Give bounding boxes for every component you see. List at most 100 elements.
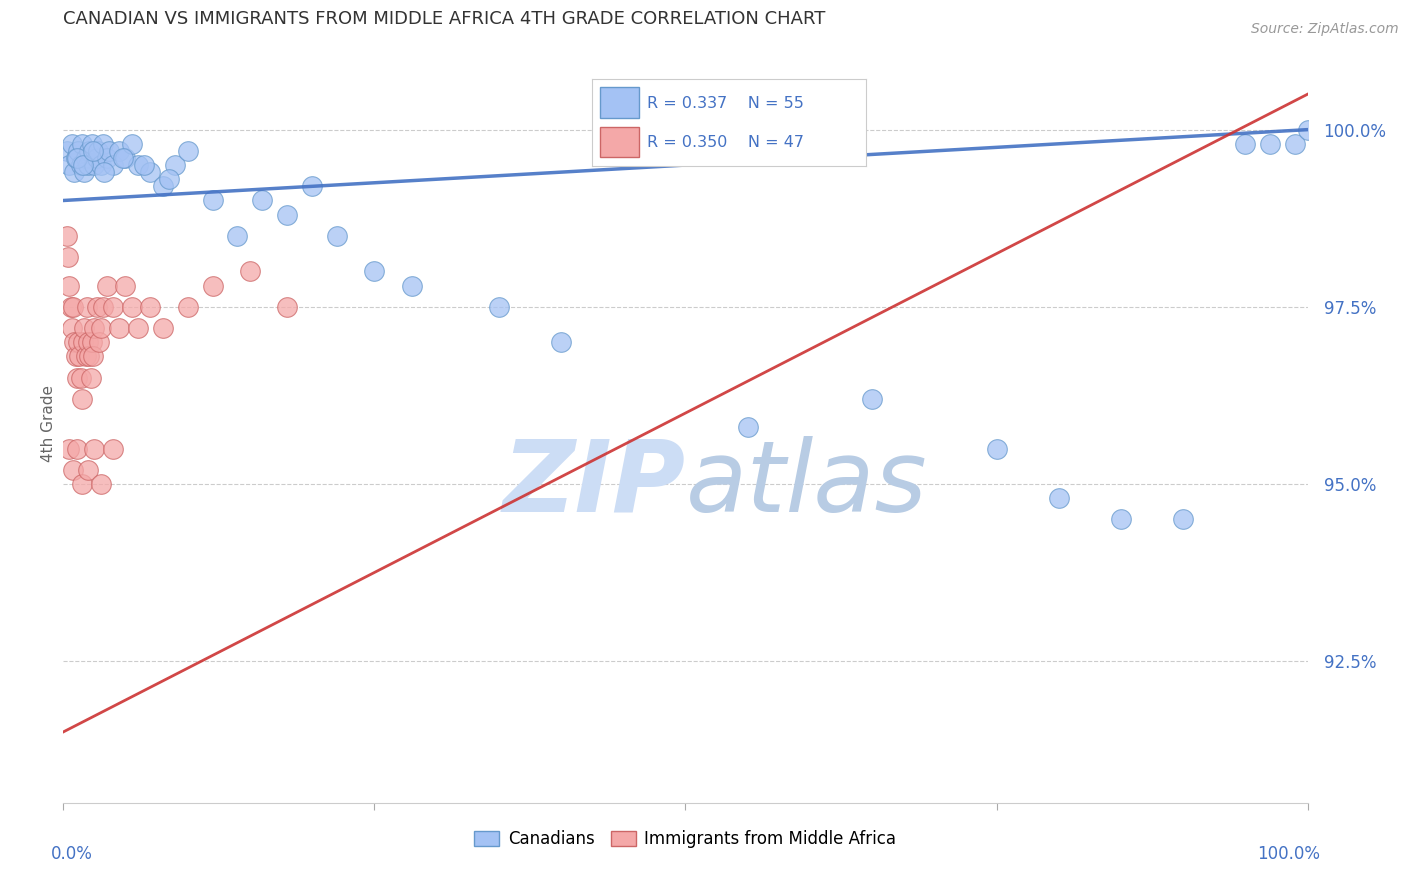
Point [83,442,105,456]
Point [77,463,100,477]
Point [152,321,174,335]
Point [66,370,89,384]
Point [86,151,108,165]
Point [326,228,349,243]
Point [60,136,83,151]
Point [73,321,96,335]
Text: Source: ZipAtlas.com: Source: ZipAtlas.com [1251,22,1399,37]
Point [87,144,110,158]
Point [363,264,385,278]
Point [89,335,111,350]
Point [1234,136,1257,151]
Point [276,208,298,222]
Point [1258,136,1281,151]
Point [134,158,156,172]
Point [60,321,83,335]
Point [139,165,162,179]
Y-axis label: 4th Grade: 4th Grade [41,385,56,462]
Text: 0.0%: 0.0% [51,845,93,863]
Point [1296,122,1319,136]
Point [860,392,883,406]
Point [737,420,759,434]
Point [276,300,298,314]
Point [98,144,121,158]
Point [1173,512,1195,526]
Point [157,172,180,186]
Point [91,300,114,314]
Point [75,151,97,165]
Point [67,144,90,158]
Point [401,278,423,293]
Point [127,158,149,172]
Point [108,321,131,335]
Point [80,136,103,151]
Point [56,228,79,243]
Point [201,194,224,208]
Point [177,300,200,314]
Point [96,278,118,293]
Point [82,144,104,158]
Point [90,477,112,491]
Point [63,165,86,179]
Point [58,250,80,264]
Point [70,136,93,151]
Point [121,300,143,314]
Point [66,151,89,165]
Point [93,165,115,179]
Point [986,442,1008,456]
Point [111,151,134,165]
Point [79,370,101,384]
Point [1284,136,1306,151]
Text: CANADIAN VS IMMIGRANTS FROM MIDDLE AFRICA 4TH GRADE CORRELATION CHART: CANADIAN VS IMMIGRANTS FROM MIDDLE AFRIC… [63,10,825,28]
Point [69,350,91,364]
Point [90,321,112,335]
Point [73,165,96,179]
Point [86,300,108,314]
Point [488,300,510,314]
Point [72,335,94,350]
Point [101,442,124,456]
Point [139,300,162,314]
Point [67,335,90,350]
Point [114,278,136,293]
Point [201,278,224,293]
Point [69,158,91,172]
Point [56,144,79,158]
Point [101,300,124,314]
Point [59,300,82,314]
Point [90,158,112,172]
Point [58,278,80,293]
Point [91,136,114,151]
Point [252,194,274,208]
Point [72,158,94,172]
Point [121,136,143,151]
Point [77,335,100,350]
Point [301,179,323,194]
Point [70,477,93,491]
Point [550,335,572,350]
Point [1047,491,1070,505]
Point [79,350,101,364]
Point [80,335,103,350]
Point [96,151,118,165]
Point [108,144,131,158]
Point [101,158,124,172]
Point [239,264,262,278]
Point [65,350,87,364]
Point [58,158,80,172]
Point [114,151,136,165]
Text: atlas: atlas [686,436,927,533]
Legend: Canadians, Immigrants from Middle Africa: Canadians, Immigrants from Middle Africa [468,824,903,855]
Point [77,158,100,172]
Point [165,158,187,172]
Point [62,463,84,477]
Point [65,151,87,165]
Point [58,442,80,456]
Point [63,335,86,350]
Point [83,321,105,335]
Point [1109,512,1132,526]
Point [75,350,97,364]
Point [152,179,174,194]
Point [62,300,84,314]
Text: 100.0%: 100.0% [1257,845,1320,863]
